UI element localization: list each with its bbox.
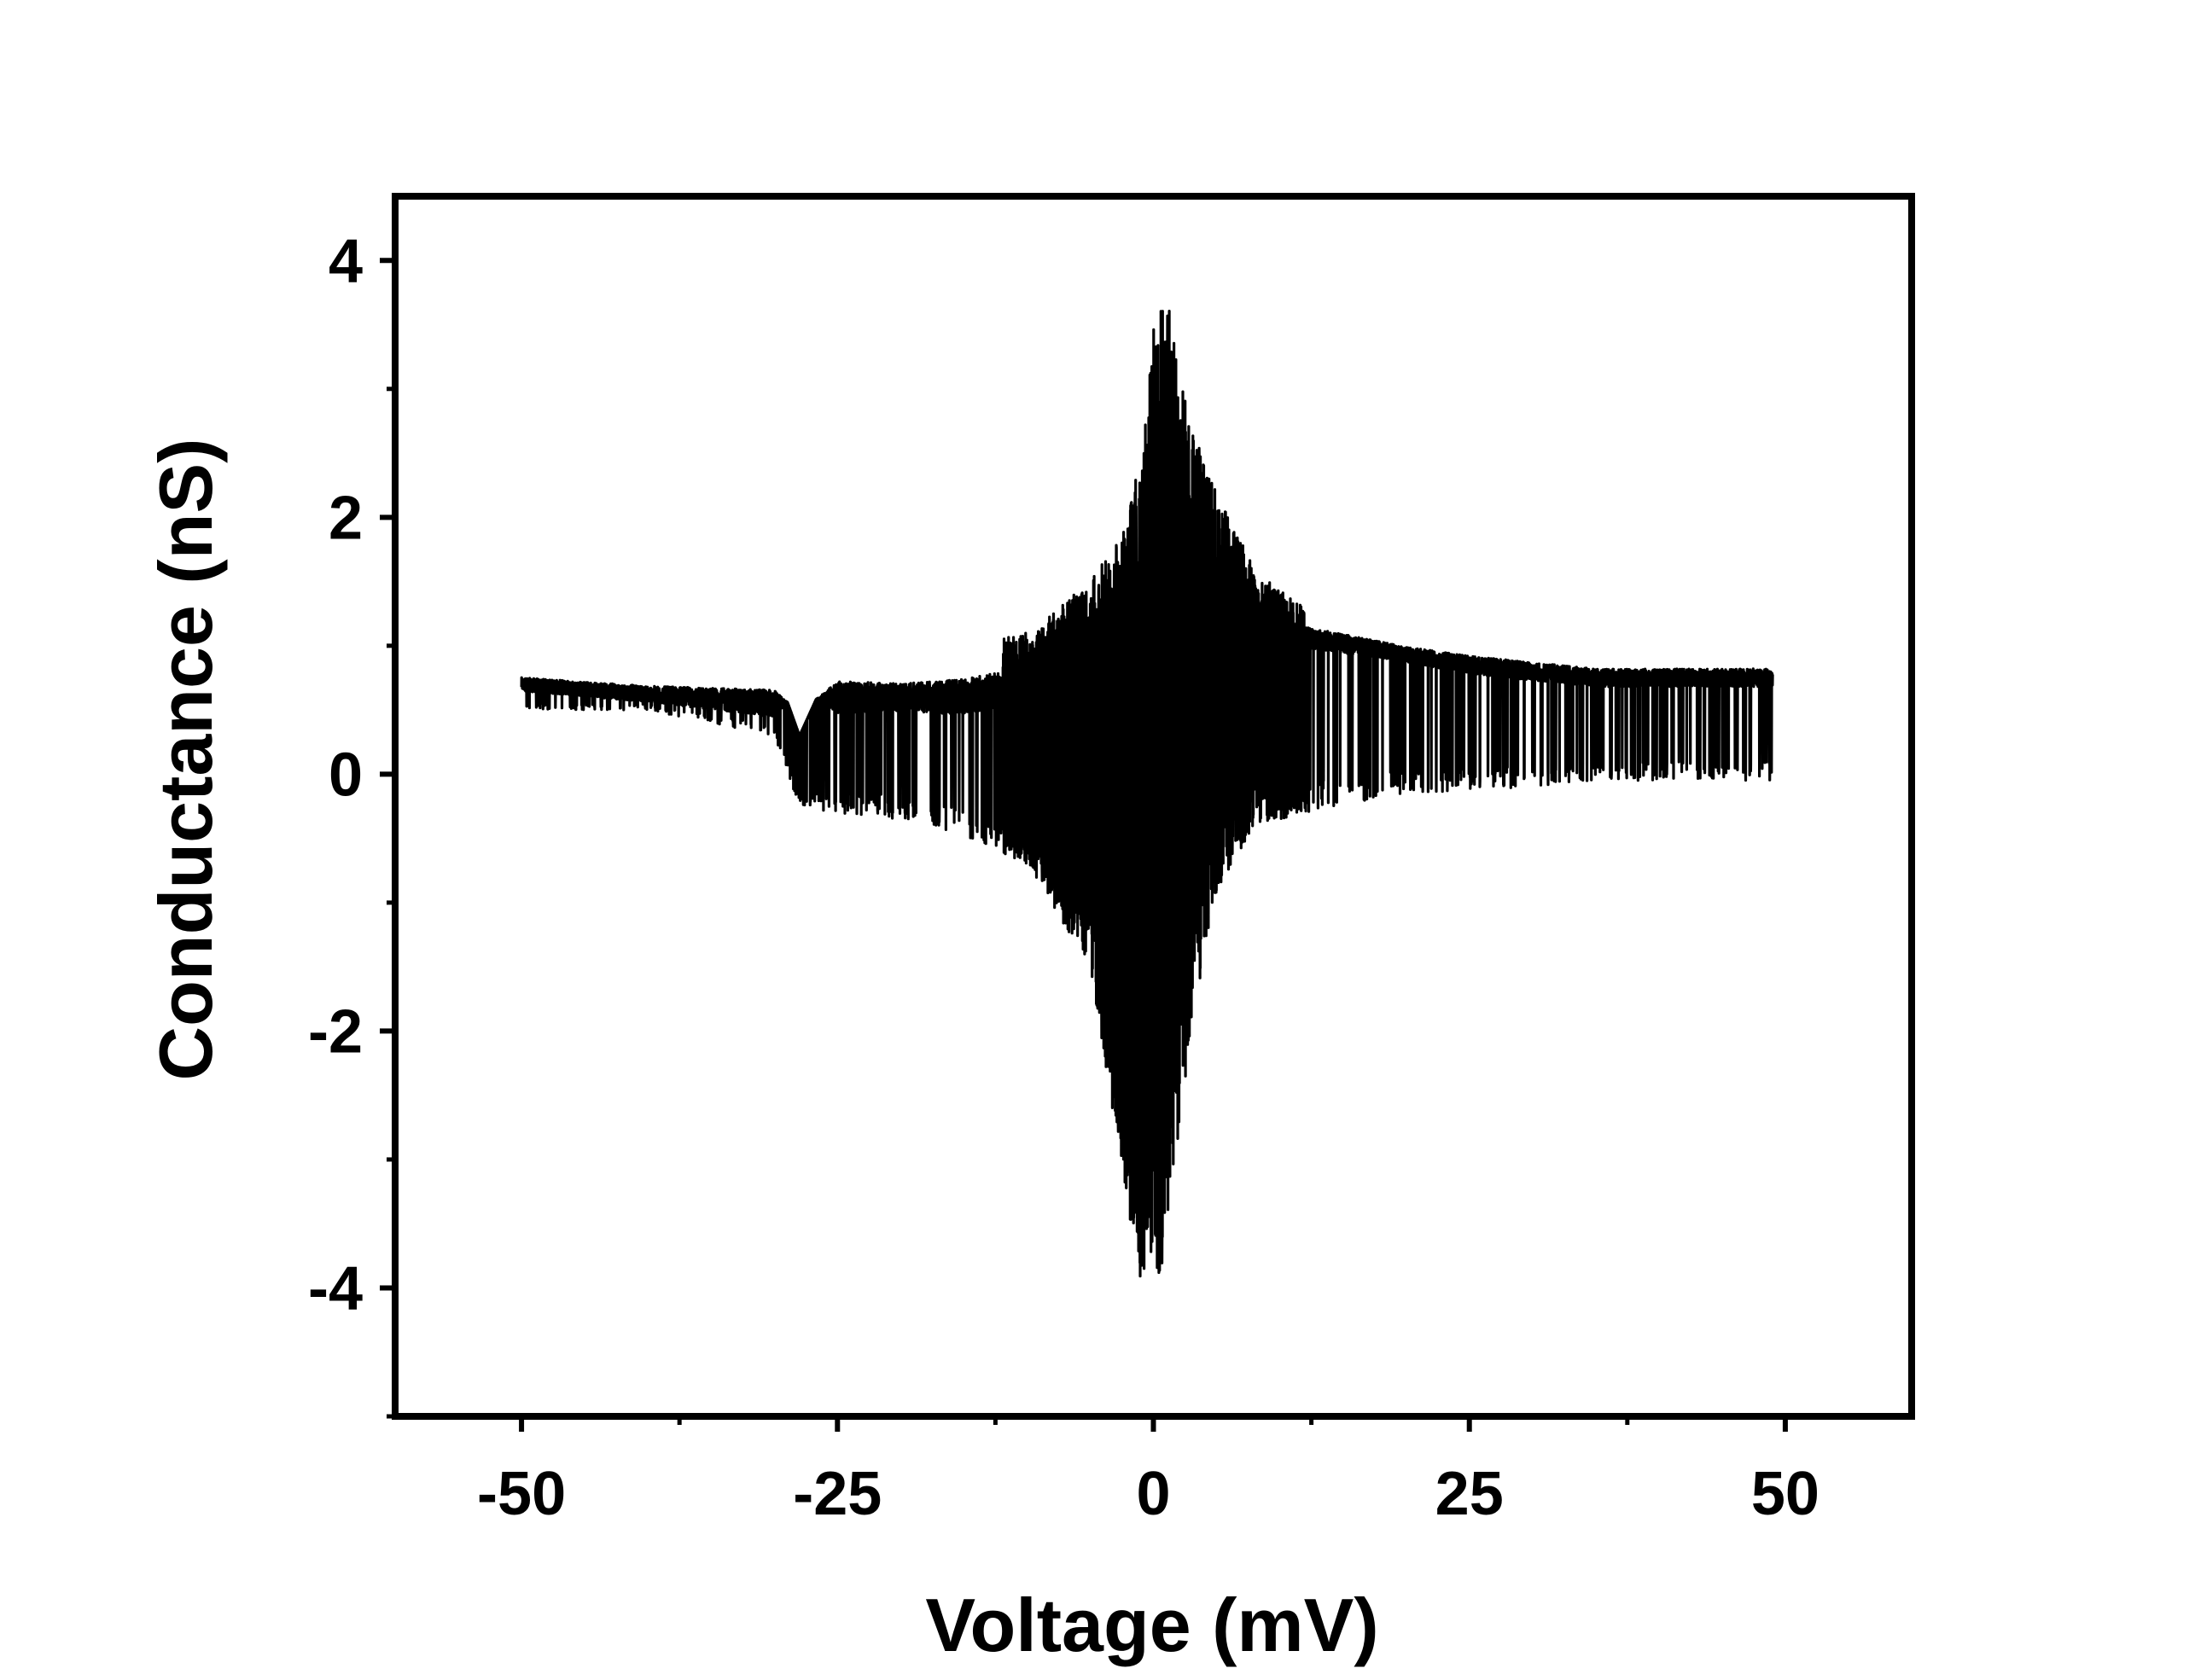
x-tick-label: 0 (1136, 1460, 1170, 1528)
x-axis-title: Voltage (mV) (925, 1583, 1378, 1667)
x-tick-label: 50 (1751, 1460, 1819, 1528)
x-tick-label: -25 (793, 1460, 882, 1528)
x-axis-ticks: -50 -25 0 25 50 (477, 1416, 1819, 1528)
y-tick-label: -4 (308, 1254, 363, 1322)
y-tick-label: 2 (329, 484, 363, 552)
y-tick-label: 0 (329, 741, 363, 809)
x-tick-label: -50 (477, 1460, 566, 1528)
series-layer (520, 310, 1774, 1278)
y-tick-label: 4 (329, 227, 363, 295)
conductance-trace (520, 310, 1774, 1278)
y-tick-label: -2 (308, 997, 363, 1066)
y-axis-ticks: -4 -2 0 2 4 (308, 227, 395, 1419)
y-axis-title: Conductance (nS) (143, 439, 228, 1081)
x-tick-label: 25 (1435, 1460, 1504, 1528)
